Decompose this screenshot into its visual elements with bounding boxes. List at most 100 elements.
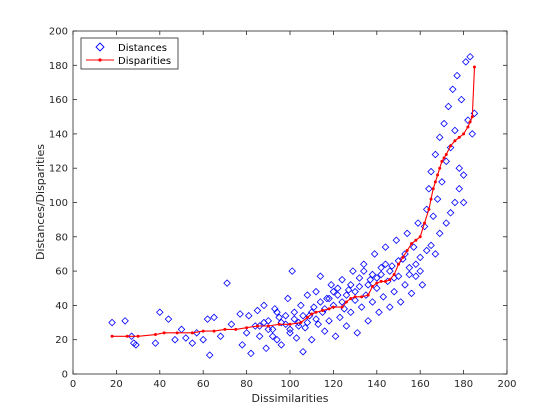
distance-point	[121, 317, 129, 325]
x-tick-label: 60	[197, 379, 210, 390]
distance-point	[344, 286, 353, 294]
x-tick-label: 140	[367, 379, 386, 390]
distance-point	[331, 332, 340, 341]
disparity-point	[136, 334, 140, 338]
disparity-point	[375, 281, 379, 285]
distance-point	[451, 126, 459, 135]
disparity-point	[436, 173, 440, 177]
distance-point	[373, 274, 381, 282]
distance-point	[301, 323, 309, 332]
distance-point	[412, 260, 420, 269]
distances-series	[108, 52, 479, 359]
distance-point	[329, 287, 338, 296]
disparity-point	[277, 322, 281, 326]
disparity-point	[201, 329, 205, 333]
distance-point	[442, 219, 451, 227]
distance-point	[245, 311, 253, 320]
distance-point	[438, 178, 446, 186]
distance-point	[403, 229, 411, 238]
distance-point	[431, 250, 440, 258]
distance-point	[127, 332, 136, 341]
distance-point	[457, 95, 466, 104]
y-tick-label: 100	[49, 198, 68, 209]
disparity-point	[388, 278, 392, 282]
distance-point	[416, 253, 424, 262]
disparity-point	[340, 305, 344, 309]
distance-point	[132, 341, 140, 349]
disparity-point	[190, 331, 194, 335]
distance-point	[199, 335, 207, 344]
distance-point	[316, 272, 325, 281]
disparity-point	[288, 322, 292, 326]
distance-point	[281, 311, 290, 320]
x-tick-label: 120	[324, 379, 343, 390]
distance-point	[312, 287, 320, 296]
distance-point	[351, 296, 359, 305]
distance-point	[303, 318, 312, 327]
distance-point	[273, 308, 281, 317]
distance-point	[392, 236, 401, 244]
distance-point	[171, 335, 179, 344]
distance-point	[333, 284, 342, 293]
distance-point	[242, 329, 251, 337]
distance-point	[446, 209, 455, 217]
legend-item-distances: Distances	[95, 42, 167, 54]
distance-point	[405, 270, 414, 279]
distance-point	[442, 157, 451, 166]
distance-point	[284, 294, 292, 303]
distance-point	[342, 322, 351, 330]
distance-point	[273, 335, 281, 344]
distance-point	[386, 303, 394, 311]
distance-point	[353, 329, 362, 337]
distance-point	[435, 229, 444, 238]
distance-point	[377, 270, 385, 279]
distance-point	[297, 301, 305, 310]
distance-point	[427, 167, 435, 176]
distance-point	[325, 317, 333, 325]
disparity-point	[331, 305, 335, 309]
distance-point	[223, 279, 231, 287]
distance-point	[455, 185, 464, 193]
distance-point	[151, 339, 160, 347]
distance-point	[260, 301, 268, 310]
disparity-point	[175, 331, 179, 335]
disparity-point	[429, 197, 433, 201]
distance-point	[320, 305, 329, 313]
y-tick-label: 20	[55, 335, 68, 346]
legend-label-distances: Distances	[118, 43, 167, 54]
distance-point	[216, 332, 225, 341]
distance-point	[286, 329, 294, 337]
disparity-point	[327, 307, 331, 311]
distance-point	[299, 311, 307, 320]
distance-point	[227, 320, 236, 329]
distance-point	[429, 212, 437, 220]
disparity-point	[223, 327, 227, 331]
disparity-point	[392, 273, 396, 277]
distance-point	[418, 281, 427, 289]
distance-point	[351, 287, 359, 296]
distance-point	[346, 281, 355, 289]
plot-area	[72, 30, 508, 375]
disparity-point	[462, 132, 466, 136]
disparity-point	[266, 324, 270, 328]
distance-point	[288, 267, 296, 275]
distance-point	[412, 272, 420, 281]
distance-point	[277, 341, 286, 349]
disparity-point	[110, 334, 114, 338]
disparity-point	[423, 221, 427, 225]
disparity-point	[344, 300, 348, 304]
distance-point	[182, 334, 190, 342]
distance-point	[422, 246, 431, 255]
distance-point	[264, 317, 273, 325]
distance-point	[431, 150, 440, 159]
distance-point	[433, 195, 442, 203]
disparity-point	[442, 156, 446, 160]
x-tick-label: 160	[411, 379, 430, 390]
disparity-point	[449, 144, 453, 148]
disparity-point	[405, 249, 409, 253]
distance-point	[323, 294, 331, 303]
legend: Distances Disparities	[80, 37, 179, 70]
distance-point	[164, 315, 173, 323]
disparity-point	[321, 309, 325, 313]
